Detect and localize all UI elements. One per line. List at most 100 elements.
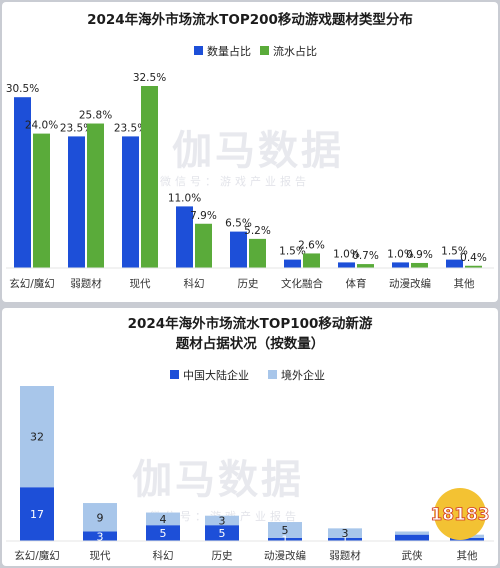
- bar-overseas-1: [83, 503, 117, 532]
- category-label-0: 玄幻/魔幻: [14, 549, 60, 562]
- value-label-count-3: 11.0%: [168, 192, 201, 204]
- bar-count-7: [392, 262, 409, 268]
- top200-chart-panel: 伽马数据 微信号：游戏产业报告 2024年海外市场流水TOP200移动游戏题材类…: [2, 2, 498, 302]
- category-label-6: 体育: [346, 277, 367, 290]
- category-label-1: 弱题材: [70, 277, 102, 290]
- bar-mainland-5: [328, 537, 362, 541]
- bar-count-4: [230, 231, 247, 268]
- value-label-overseas-4: 5: [282, 524, 289, 537]
- bar-overseas-2: [146, 512, 180, 526]
- value-label-count-2: 23.5%: [114, 122, 147, 134]
- legend-swatch-count: [194, 46, 203, 55]
- value-label-overseas-3: 3: [219, 514, 226, 527]
- legend-label-mainland: 中国大陆企业: [183, 368, 249, 382]
- category-label-0: 玄幻/魔幻: [9, 277, 55, 290]
- bar-mainland-2: [146, 525, 180, 541]
- value-label-mainland-4: 1: [282, 533, 289, 546]
- value-label-count-4: 6.5%: [225, 218, 252, 230]
- category-label-8: 其他: [454, 277, 475, 290]
- bar-revenue-4: [249, 238, 266, 268]
- bar-overseas-5: [328, 528, 362, 538]
- value-label-revenue-1: 25.8%: [79, 110, 112, 122]
- category-label-7: 其他: [457, 549, 478, 562]
- value-label-overseas-0: 32: [30, 431, 44, 444]
- value-label-mainland-2: 5: [160, 527, 167, 540]
- legend-swatch-revenue: [260, 46, 269, 55]
- bar-revenue-6: [357, 264, 374, 268]
- chart-title-line-2: 题材占据状况（按数量）: [176, 335, 325, 352]
- bar-count-6: [338, 262, 355, 268]
- legend: 数量占比 流水占比: [194, 44, 317, 58]
- value-label-count-0: 30.5%: [6, 83, 39, 95]
- bar-revenue-1: [87, 123, 104, 269]
- watermark-tagline: 微信号：游戏产业报告: [160, 174, 310, 188]
- legend: 中国大陆企业 境外企业: [170, 368, 325, 382]
- bar-mainland-7: [450, 537, 484, 541]
- bar-revenue-2: [141, 86, 158, 268]
- category-label-6: 武侠: [402, 549, 423, 562]
- category-labels: 玄幻/魔幻 现代 科幻 历史 动漫改编 弱题材 武侠 其他: [14, 549, 478, 562]
- chart-title-line-1: 2024年海外市场流水TOP100移动新游: [128, 315, 373, 332]
- category-label-3: 历史: [212, 550, 233, 562]
- legend-label-revenue: 流水占比: [273, 44, 317, 58]
- bar-count-0: [14, 97, 31, 268]
- category-label-1: 现代: [90, 550, 111, 562]
- value-label-count-6: 1.0%: [333, 248, 360, 260]
- bar-count-2: [122, 136, 139, 268]
- category-label-2: 科幻: [153, 549, 174, 562]
- legend-label-overseas: 境外企业: [281, 368, 325, 382]
- bar-mainland-6: [395, 534, 429, 541]
- site-badge: 18183: [430, 488, 490, 540]
- value-label-revenue-2: 32.5%: [133, 72, 166, 84]
- value-label-overseas-2: 4: [160, 513, 167, 526]
- value-label-revenue-8: 0.4%: [460, 252, 487, 264]
- category-label-5: 文化融合: [281, 277, 323, 290]
- legend-label-count: 数量占比: [207, 44, 251, 58]
- category-label-7: 动漫改编: [389, 277, 431, 290]
- bar-revenue-8: [465, 265, 482, 268]
- value-label-revenue-6: 0.7%: [352, 250, 379, 262]
- bar-mainland-0: [20, 487, 54, 541]
- bar-revenue-5: [303, 253, 320, 268]
- value-label-revenue-0: 24.0%: [25, 120, 58, 132]
- top100-chart-panel: 伽马数据 微信号：游戏产业报告 2024年海外市场流水TOP100移动新游 题材…: [2, 308, 498, 566]
- legend-swatch-overseas: [268, 370, 277, 379]
- bars: 30.5%24.0% 23.5%25.8%23.5%32.5%11.0%7.9%6…: [6, 72, 487, 269]
- bar-overseas-4: [268, 522, 302, 538]
- category-label-4: 历史: [238, 278, 259, 290]
- value-label-revenue-4: 5.2%: [244, 225, 271, 237]
- bar-overseas-6: [395, 531, 429, 535]
- category-labels: 玄幻/魔幻 弱题材 现代 科幻 历史 文化融合 体育 动漫改编 其他: [9, 277, 475, 290]
- watermark-brand: 伽马数据: [132, 457, 304, 503]
- value-label-overseas-5: 3: [342, 527, 349, 540]
- bar-revenue-3: [195, 223, 212, 268]
- bar-count-8: [446, 259, 463, 268]
- bar-revenue-7: [411, 262, 428, 268]
- category-label-5: 弱题材: [329, 549, 361, 562]
- badge-text: 18183: [430, 505, 489, 525]
- value-label-revenue-7: 0.9%: [406, 249, 433, 261]
- bar-revenue-0: [33, 133, 50, 268]
- category-label-2: 现代: [130, 278, 151, 290]
- value-label-count-7: 1.0%: [387, 248, 414, 260]
- bar-mainland-4: [268, 537, 302, 541]
- top200-genre-chart: 伽马数据 微信号：游戏产业报告 2024年海外市场流水TOP200移动游戏题材类…: [6, 11, 494, 290]
- bar-mainland-3: [205, 525, 239, 541]
- value-label-mainland-0: 17: [30, 508, 44, 521]
- legend-swatch-mainland: [170, 370, 179, 379]
- bar-count-3: [176, 206, 193, 268]
- top100-new-games-chart: 伽马数据 微信号：游戏产业报告 2024年海外市场流水TOP100移动新游 题材…: [6, 315, 494, 562]
- category-label-3: 科幻: [184, 277, 205, 290]
- bar-count-1: [68, 136, 85, 268]
- value-label-count-1: 23.5%: [60, 122, 93, 134]
- badge-circle: [434, 488, 486, 540]
- value-label-count-5: 1.5%: [279, 246, 306, 258]
- value-label-mainland-1: 3: [97, 530, 104, 543]
- value-label-overseas-1: 9: [97, 511, 104, 524]
- bar-count-5: [284, 259, 301, 268]
- value-label-mainland-3: 5: [219, 527, 226, 540]
- value-label-count-8: 1.5%: [441, 246, 468, 258]
- value-label-revenue-3: 7.9%: [190, 210, 217, 222]
- value-label-revenue-5: 2.6%: [298, 239, 325, 251]
